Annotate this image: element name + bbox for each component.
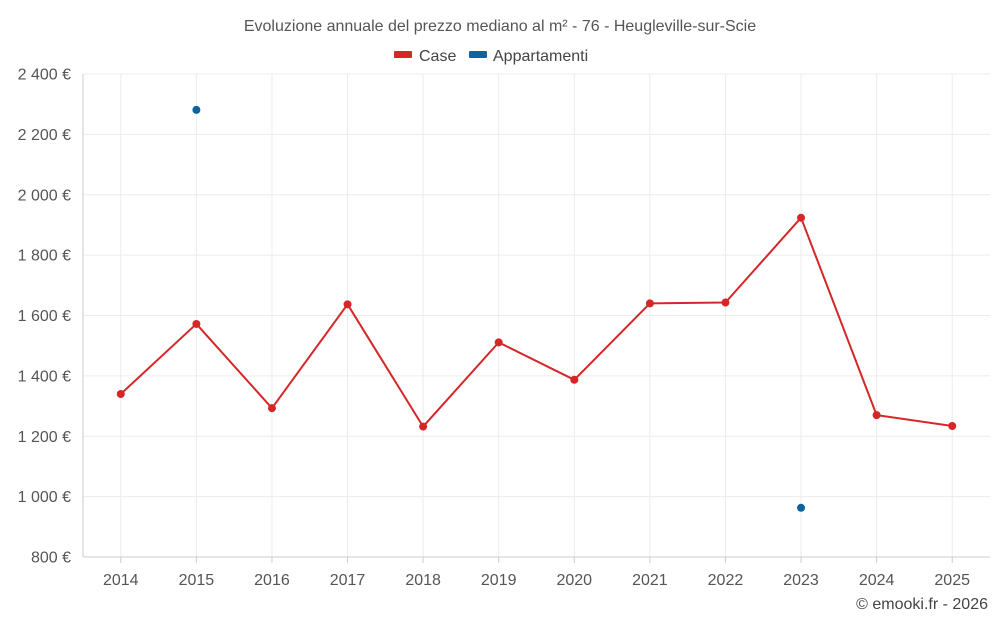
y-tick-label: 1 400 € <box>18 368 71 385</box>
data-point-case-2022[interactable] <box>721 298 730 307</box>
legend-swatch-appartamenti <box>469 51 487 58</box>
y-tick-label: 2 000 € <box>18 187 71 204</box>
data-point-case-2019[interactable] <box>494 338 503 347</box>
x-tick-label: 2021 <box>632 572 668 589</box>
data-point-case-2016[interactable] <box>267 404 276 413</box>
data-point-case-2014[interactable] <box>116 389 125 398</box>
data-point-appartamenti-2023[interactable] <box>797 503 806 512</box>
y-tick-label: 1 200 € <box>18 429 71 446</box>
x-tick-label: 2019 <box>481 572 517 589</box>
chart-title: Evoluzione annuale del prezzo mediano al… <box>244 18 756 35</box>
y-tick-label: 1 000 € <box>18 489 71 506</box>
y-tick-label: 2 400 € <box>18 67 71 84</box>
x-tick-label: 2024 <box>859 572 895 589</box>
data-point-appartamenti-2015[interactable] <box>192 105 201 114</box>
grid <box>83 73 990 557</box>
series <box>116 105 957 512</box>
data-point-case-2023[interactable] <box>797 213 806 222</box>
series-line-case <box>120 216 953 428</box>
y-tick-label: 2 200 € <box>18 127 71 144</box>
x-tick-label: 2020 <box>556 572 592 589</box>
legend-item-case[interactable]: Case <box>394 48 456 65</box>
data-point-case-2021[interactable] <box>645 299 654 308</box>
data-point-case-2024[interactable] <box>872 411 881 420</box>
x-tick-label: 2015 <box>179 572 215 589</box>
data-point-case-2020[interactable] <box>570 375 579 384</box>
legend-label-case: Case <box>419 48 456 65</box>
data-point-case-2018[interactable] <box>419 422 428 431</box>
x-tick-label: 2017 <box>330 572 366 589</box>
data-point-case-2017[interactable] <box>343 300 352 309</box>
x-tick-label: 2016 <box>254 572 290 589</box>
legend-swatch-case <box>394 51 412 58</box>
y-tick-label: 800 € <box>31 550 71 567</box>
x-tick-label: 2023 <box>783 572 819 589</box>
credit-text: © emooki.fr - 2026 <box>856 596 988 613</box>
x-tick-label: 2022 <box>708 572 744 589</box>
y-tick-label: 1 600 € <box>18 308 71 325</box>
legend: Case Appartamenti <box>394 48 588 65</box>
legend-item-appartamenti[interactable]: Appartamenti <box>469 48 588 65</box>
data-point-case-2025[interactable] <box>948 421 957 430</box>
x-tick-label: 2025 <box>934 572 970 589</box>
x-tick-label: 2014 <box>103 572 139 589</box>
legend-label-appartamenti: Appartamenti <box>493 48 588 65</box>
data-point-case-2015[interactable] <box>192 319 201 328</box>
x-tick-label: 2018 <box>405 572 441 589</box>
y-tick-label: 1 800 € <box>18 248 71 265</box>
axes: 800 € 1 000 € 1 200 € 1 400 € 1 600 € 1 800 €… <box>18 67 990 589</box>
